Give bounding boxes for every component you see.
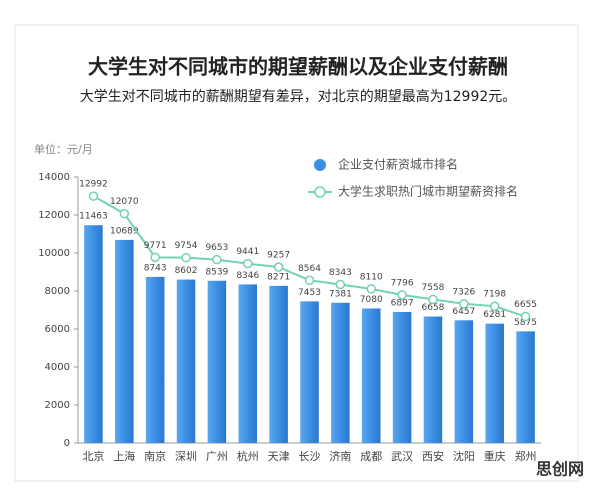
line-value-label: 7796 (391, 278, 414, 288)
line-value-label: 12992 (79, 180, 108, 190)
line-marker (304, 275, 315, 286)
y-tick-label: 0 (64, 438, 70, 449)
line-marker (366, 284, 376, 294)
y-tick-label: 8000 (45, 286, 70, 297)
line-value-label: 9653 (205, 243, 228, 253)
bar (454, 320, 474, 443)
bar (331, 302, 350, 443)
line-marker (181, 252, 191, 263)
line-marker (428, 294, 438, 305)
line-value-label: 9441 (236, 247, 259, 257)
bar (485, 323, 504, 443)
bar (238, 284, 258, 443)
card (14, 24, 579, 482)
line-value-label: 8564 (298, 264, 321, 274)
bar (176, 279, 196, 443)
y-tick-label: 6000 (45, 324, 70, 335)
x-tick-label: 长沙 (299, 450, 321, 463)
bar (361, 308, 381, 443)
line-value-label: 9754 (175, 241, 198, 251)
y-tick-label: 4000 (45, 362, 70, 373)
line-value-label: 8343 (329, 268, 352, 278)
line-marker (459, 299, 469, 309)
bar-value-label: 11463 (79, 212, 108, 222)
x-tick-label: 济南 (329, 449, 351, 463)
legend-swatch (314, 159, 326, 171)
bar-value-label: 7080 (360, 295, 383, 305)
line-marker (489, 301, 500, 311)
y-tick-label: 2000 (45, 400, 70, 411)
bar (516, 331, 535, 443)
chart-title: 大学生对不同城市的期望薪酬以及企业支付薪酬 (88, 55, 508, 79)
bar-value-label: 6658 (422, 303, 445, 313)
bar (392, 311, 412, 443)
x-tick-label: 沈阳 (453, 449, 475, 463)
chart-subtitle: 大学生对不同城市的薪酬期望有差异，对北京的期望最高为12992元。 (80, 88, 517, 105)
bar-value-label: 7453 (298, 288, 321, 298)
bar (423, 316, 443, 443)
bar-value-label: 6897 (391, 298, 414, 308)
line-value-label: 12070 (110, 197, 139, 207)
y-tick-label: 10000 (38, 248, 70, 259)
x-tick-label: 北京 (82, 449, 104, 463)
x-tick-label: 杭州 (237, 449, 259, 463)
x-tick-label: 上海 (113, 449, 135, 463)
x-tick-label: 南京 (144, 449, 166, 463)
line-marker (335, 279, 346, 290)
bar-value-label: 8743 (144, 263, 167, 273)
x-tick-label: 重庆 (484, 449, 506, 463)
watermark: 思创网 (536, 460, 584, 479)
bar (145, 276, 165, 443)
line-value-label: 6655 (514, 300, 537, 310)
line-value-label: 9257 (267, 251, 290, 261)
unit-label: 单位：元/月 (34, 142, 93, 156)
line-marker (243, 258, 253, 269)
legend-label: 企业支付薪资城市排名 (338, 157, 458, 172)
x-tick-label: 郑州 (515, 449, 537, 463)
bar-value-label: 10689 (110, 226, 139, 236)
x-tick-label: 武汉 (391, 450, 413, 463)
bar-value-label: 5875 (514, 318, 537, 328)
line-marker (150, 252, 160, 263)
line-marker (397, 290, 407, 300)
bar-value-label: 8271 (267, 272, 290, 282)
y-tick-label: 12000 (38, 210, 70, 221)
bar (207, 280, 227, 443)
line-marker (88, 191, 99, 201)
legend-swatch (314, 186, 326, 198)
legend-label: 大学生求职热门城市期望薪资排名 (338, 184, 518, 199)
line-marker (273, 262, 284, 272)
line-value-label: 7326 (452, 287, 475, 297)
line-value-label: 9771 (144, 241, 167, 251)
line-marker (119, 208, 130, 219)
line-marker (212, 254, 222, 265)
bar-value-label: 6281 (483, 310, 506, 320)
bar-value-label: 6457 (452, 307, 475, 317)
y-tick-label: 14000 (38, 172, 70, 183)
bar (269, 285, 288, 443)
line-value-label: 8110 (360, 272, 383, 282)
x-tick-label: 成都 (360, 450, 382, 463)
line-marker (520, 311, 531, 322)
bar-value-label: 7381 (329, 289, 352, 299)
bar-value-label: 8346 (236, 271, 259, 281)
x-tick-label: 深圳 (175, 450, 197, 463)
bar (84, 225, 103, 443)
line-value-label: 7558 (422, 283, 445, 293)
x-tick-label: 西安 (422, 449, 444, 463)
bar-value-label: 8602 (175, 266, 198, 276)
x-tick-label: 广州 (206, 450, 228, 463)
bar-value-label: 8539 (205, 267, 228, 277)
bar (300, 301, 319, 443)
x-tick-label: 天津 (268, 450, 290, 463)
line-value-label: 7198 (483, 290, 506, 300)
bar (115, 239, 134, 443)
